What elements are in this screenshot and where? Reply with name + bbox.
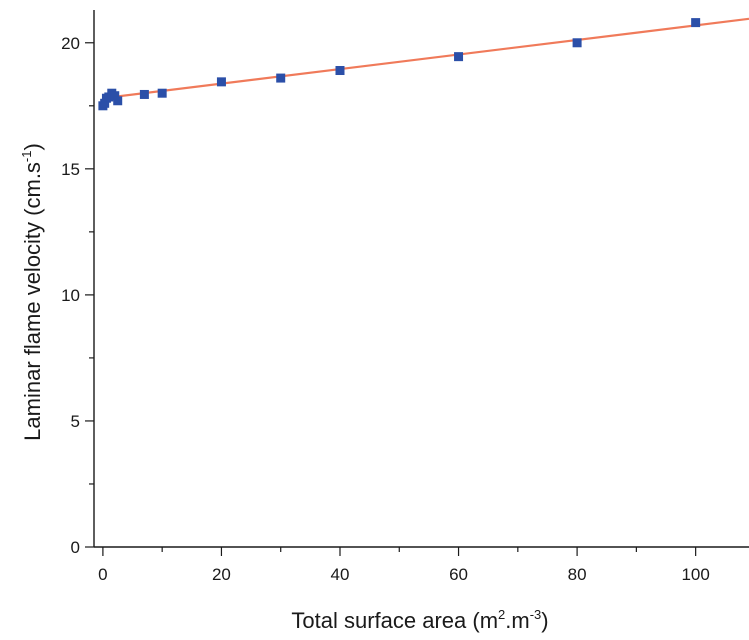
- data-point: [216, 77, 226, 87]
- x-tick-label: 40: [331, 565, 350, 584]
- fit-line: [102, 17, 749, 100]
- data-point: [276, 73, 286, 83]
- x-tick-label: 100: [681, 565, 709, 584]
- y-axis-title: Laminar flame velocity (cm.s-1): [19, 143, 45, 441]
- data-point: [572, 38, 582, 48]
- data-point: [157, 88, 167, 98]
- data-point: [100, 98, 110, 108]
- data-point: [110, 91, 120, 101]
- fit-line-group: [102, 17, 749, 100]
- y-tick-label: 15: [61, 160, 80, 179]
- data-points: [98, 18, 701, 111]
- x-tick-label: 0: [98, 565, 107, 584]
- x-tick-label: 20: [212, 565, 231, 584]
- y-tick-label: 10: [61, 286, 80, 305]
- axes: [93, 10, 749, 548]
- x-tick-label: 60: [449, 565, 468, 584]
- x-tick-label: 80: [568, 565, 587, 584]
- data-point: [454, 52, 464, 62]
- y-tick-label: 20: [61, 34, 80, 53]
- data-point: [335, 66, 345, 76]
- y-tick-label: 5: [71, 412, 80, 431]
- y-tick-label: 0: [71, 538, 80, 557]
- x-axis-title: Total surface area (m2.m-3): [291, 607, 548, 633]
- data-point: [139, 89, 149, 99]
- data-point: [691, 18, 701, 28]
- ticks: 0 20 40 60 80 100 0 5 10 15 20: [61, 34, 710, 584]
- data-point: [113, 96, 123, 106]
